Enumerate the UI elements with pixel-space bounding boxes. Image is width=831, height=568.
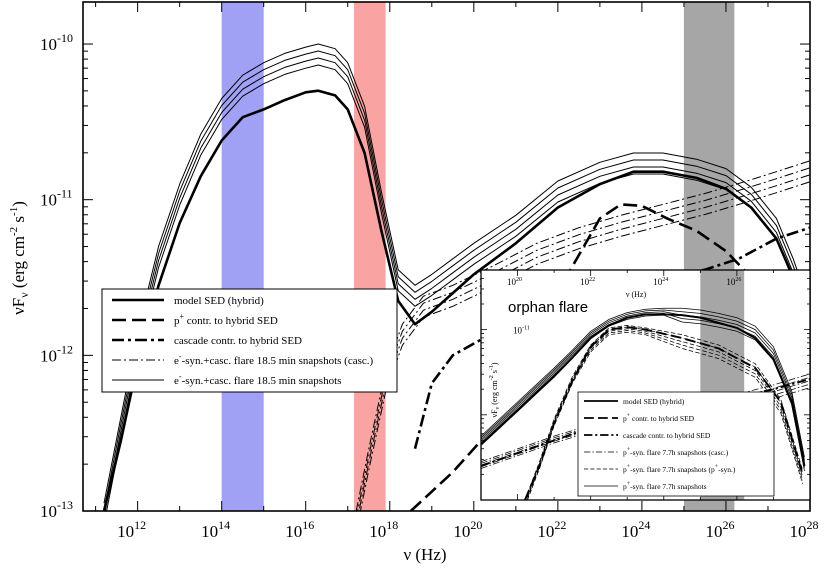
y-tick-labels: 10-10 10-11 10-12 10-13 [40,31,73,521]
legend-label: model SED (hybrid) [174,295,264,307]
inset-series-solid-thin-snapshot-3 [481,311,805,465]
inset-legend-label: p+-syn. flare 7.7h snapshots (casc.) [623,447,729,457]
inset-y-tick-label: 10-11 [513,326,530,336]
inset-y-axis-label: νFν (erg cm-2 s-1) [489,362,501,417]
inset-x-tick-label: 1022 [580,277,595,287]
x-tick-label: 1016 [285,518,314,541]
inset-series-solid-thin-snapshot-2 [481,309,805,461]
xray-band [354,2,386,511]
inset-series-dashed-thin-snapshot-4 [526,330,804,500]
inset-x-tick-label: 1026 [726,277,741,287]
legend-label: cascade contr. to hybrid SED [174,335,302,347]
inset-legend: model SED (hybrid) p+ contr. to hybrid SE… [577,391,775,497]
inset-series-solid-thin-snapshot-5 [481,314,805,472]
inset-legend-label: p+-syn. flare 7.7h snapshots (p+-syn.) [623,464,736,474]
inset-series-solid-thin-snapshot-1 [481,307,805,458]
inset-series-solid-thin-snapshot-4 [481,313,805,468]
inset-legend-label: model SED (hybrid) [623,397,685,406]
inset-series-dashed-thin-snapshot-5 [527,331,804,500]
y-tick-label: 10-12 [40,342,73,365]
legend-label: e--syn.+casc. flare 18.5 min snapshots (… [174,352,374,367]
inset-x-tick-labels: 1020 1022 1024 1026 [507,277,741,287]
y-tick-label: 10-11 [40,187,73,210]
x-tick-label: 1022 [537,518,566,541]
x-tick-label: 1024 [621,518,650,541]
x-axis-label: ν (Hz) [403,545,446,564]
main-plot-frame [82,1,811,512]
y-axis-label: νFν (erg cm-2 s-1) [8,201,31,315]
legend-label: p+ contr. to hybrid SED [174,312,278,327]
inset-legend-label: cascade contr. to hybrid SED [623,431,711,440]
inset-legend-label: p+-syn. flare 7.7h snapshots [623,481,707,491]
x-tick-label: 1018 [369,518,398,541]
series-solid-thin-snapshot-2 [103,50,809,511]
inset-x-tick-label: 1020 [507,277,522,287]
y-tick-label: 10-13 [40,498,73,521]
x-tick-label: 1020 [453,518,482,541]
series-solid-thin-snapshot-3 [104,57,809,511]
x-tick-label: 1028 [790,518,819,541]
optical-band [221,2,264,511]
inset-series-dashed-thin-snapshot-1 [524,325,804,500]
inset-series-dashed-thin-snapshot-2 [525,326,804,500]
y-tick-label: 10-10 [40,31,73,54]
main-legend: model SED (hybrid) p+ contr. to hybrid SE… [101,288,398,393]
inset-frame [480,269,811,501]
inset-x-tick-label: 1024 [653,277,668,287]
inset-series-dashed-thin-snapshot-3 [525,328,804,500]
x-tick-label: 1026 [705,518,734,541]
inset-legend-label: p+ contr. to hybrid SED [623,413,695,423]
x-tick-labels: 1012 1014 1016 1018 1020 1022 1024 1026 1028 [117,518,818,541]
series-solid-thin-snapshot-1 [103,43,809,504]
inset-y-tick-labels: 10-11 [513,326,530,336]
legend-label: e--syn.+casc. flare 18.5 min snapshots [174,372,341,387]
series-solid-thin-snapshot-4 [106,64,809,511]
x-tick-label: 1012 [117,518,146,541]
inset-title: orphan flare [508,299,588,316]
series-solid-thick [102,89,810,511]
x-tick-label: 1014 [201,518,230,541]
inset-x-axis-label: ν (Hz) [626,290,647,299]
inset-legend-box [577,391,775,497]
